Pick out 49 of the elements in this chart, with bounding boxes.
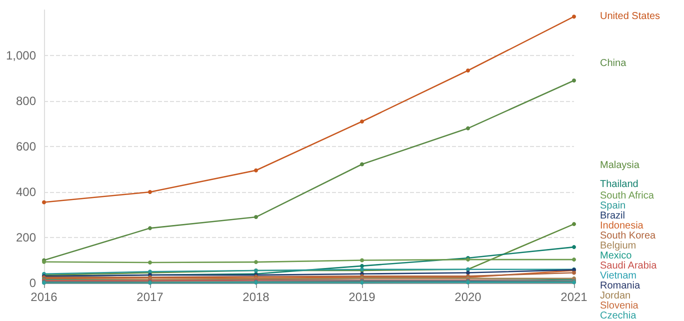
point: [148, 260, 152, 265]
x-tick-label: 2016: [30, 290, 58, 304]
point: [572, 258, 576, 262]
point: [254, 260, 258, 264]
point: [572, 78, 576, 83]
x-tick-label: 2017: [136, 290, 164, 304]
point: [466, 270, 470, 275]
text: Jordan: [600, 290, 631, 302]
text: Brazil: [600, 210, 626, 222]
y-tick-label: 0: [29, 276, 36, 290]
point: [572, 245, 576, 250]
text: Slovenia: [600, 300, 639, 312]
point: [466, 126, 470, 130]
point: [42, 200, 46, 204]
text: Czechia: [600, 310, 637, 321]
text: United States: [600, 11, 660, 22]
point: [572, 270, 576, 275]
x-tick-label: 2019: [348, 290, 376, 304]
x-tick-label: 2018: [242, 290, 270, 304]
text: Belgium: [600, 240, 636, 252]
text: Vietnam: [600, 270, 637, 282]
y-tick-label: 600: [16, 140, 36, 154]
y-tick-label: 800: [16, 94, 36, 108]
text: Mexico: [600, 250, 632, 262]
text: Spain: [600, 200, 626, 212]
y-tick-label: 200: [16, 230, 36, 244]
point: [466, 68, 470, 73]
text: South Africa: [600, 190, 654, 202]
text: South Korea: [600, 230, 656, 242]
point: [360, 258, 364, 262]
text: Malaysia: [600, 160, 640, 171]
point: [254, 215, 258, 220]
point: [148, 190, 152, 194]
text: Thailand: [600, 178, 638, 190]
y-tick-label: 400: [16, 185, 36, 199]
point: [148, 226, 152, 230]
x-tick-label: 2021: [560, 290, 588, 304]
text: Indonesia: [600, 220, 644, 232]
text: Romania: [600, 280, 640, 292]
text: China: [600, 58, 627, 70]
point: [254, 168, 258, 172]
y-tick-label: 1,000: [6, 48, 36, 62]
point: [572, 222, 576, 226]
point: [360, 264, 364, 268]
point: [360, 119, 364, 124]
text: Saudi Arabia: [600, 260, 658, 272]
x-tick-label: 2020: [454, 290, 482, 304]
point: [572, 14, 576, 19]
point: [360, 162, 364, 166]
